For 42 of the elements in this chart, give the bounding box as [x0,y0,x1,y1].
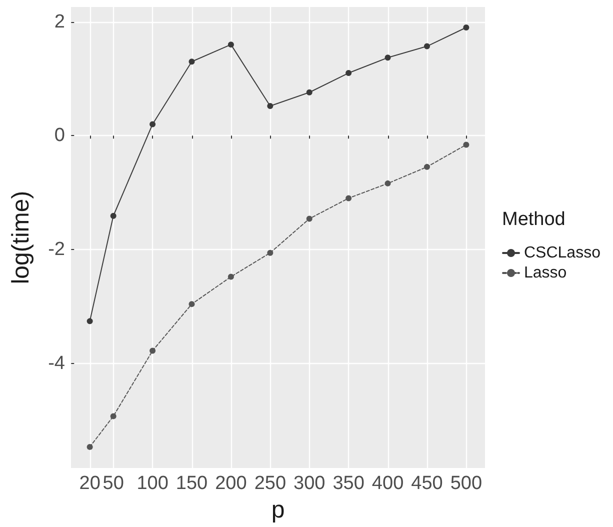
point [463,142,470,148]
point [346,70,352,76]
x-tick-label: 300 [294,473,326,494]
legend-title: Method [502,209,566,230]
point [267,250,274,256]
point [346,195,352,202]
point [306,89,312,96]
x-tick-label: 20 [79,473,100,494]
x-tick-label: 250 [254,473,286,494]
point [86,318,93,324]
x-tick-label: 350 [332,473,364,494]
point [228,274,234,280]
point [424,43,430,50]
point [188,58,195,65]
point [188,301,195,308]
point [384,180,391,186]
point [150,121,156,128]
point [110,212,116,219]
point [150,348,156,354]
x-tick-label: 50 [102,473,124,494]
y-tick-label: 0 [54,125,65,146]
point [110,413,116,420]
x-tick-label: 400 [372,473,404,494]
x-tick-label: 500 [450,473,482,494]
point [267,103,274,110]
point [86,444,93,450]
legend-label: Lasso [524,264,567,282]
point [424,164,430,170]
point [463,24,470,30]
x-tick-label: 450 [411,473,443,494]
point [384,54,391,61]
point [306,216,312,222]
y-tick-label: 2 [54,11,65,32]
x-tick-label: 150 [176,473,208,494]
y-tick-label: -2 [48,238,65,260]
point [228,42,234,48]
y-axis-title: log(time) [8,190,34,284]
x-tick-label: 100 [136,473,168,494]
y-tick-label: -4 [48,352,66,374]
legend-label: CSCLasso [524,244,601,262]
x-axis-title: p [271,496,285,524]
x-tick-label: 200 [215,473,247,494]
